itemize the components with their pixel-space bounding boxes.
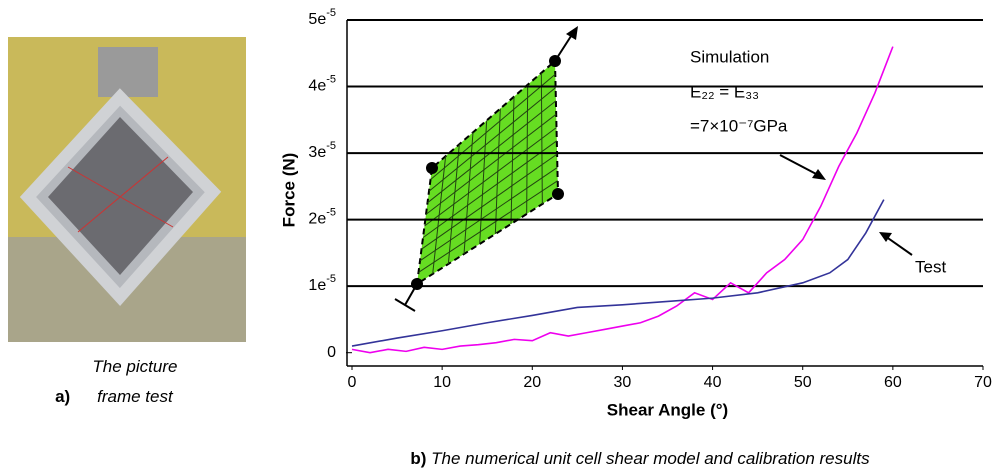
photo-line (77, 156, 169, 233)
cell-line (425, 113, 557, 215)
support (404, 283, 418, 306)
caption-text: The picture frame test (92, 357, 178, 406)
unit-cell (415, 58, 560, 286)
y-tick-label: 0 (327, 344, 336, 361)
caption-label: b) (410, 449, 427, 468)
caption-label: a) (55, 387, 71, 406)
annotation: E₂₂ = E₃₃ (690, 82, 759, 101)
cell-line (422, 140, 558, 239)
x-axis-label: Shear Angle (°) (607, 400, 728, 419)
cell-line (427, 100, 557, 204)
y-tick-label: 4e-5 (308, 73, 336, 94)
photo (8, 37, 246, 342)
support (394, 298, 416, 312)
y-tick-label: 1e-5 (308, 273, 336, 294)
x-tick-label: 70 (974, 374, 992, 391)
caption-b: b) The numerical unit cell shear model a… (300, 444, 980, 474)
x-tick-label: 20 (523, 374, 541, 391)
node (552, 188, 564, 200)
chart: 0 1e-5 2e-5 3e-5 4e-5 5e-5 0 10 20 30 40 50 60 70 Shea… (279, 7, 992, 420)
cell-line (419, 166, 558, 262)
series-line (351, 46, 894, 354)
y-axis-label: Force (N) (279, 153, 298, 228)
unit-cell-grid (418, 72, 558, 275)
arrow-head (812, 169, 826, 180)
x-tick-label: 60 (884, 374, 902, 391)
pointer (779, 154, 821, 177)
x-tick-label: 50 (794, 374, 812, 391)
annotation: Simulation (690, 47, 769, 66)
load-arrow (554, 32, 574, 62)
caption-a: a) The picture frame test (10, 352, 240, 412)
node (426, 162, 438, 174)
cell-line (418, 180, 558, 273)
arrow-head (879, 232, 892, 242)
y-tick-label: 2e-5 (308, 207, 336, 228)
cell-line (430, 73, 556, 180)
cell-line (428, 87, 556, 192)
x-tick-label: 0 (348, 374, 357, 391)
photo-actuator (98, 47, 158, 97)
y-tick-label: 3e-5 (308, 140, 336, 161)
arrow-head (566, 26, 578, 40)
caption-text: The numerical unit cell shear model and … (431, 449, 870, 468)
x-tick-label: 30 (614, 374, 632, 391)
y-tick-label: 5e-5 (308, 7, 336, 28)
x-tick-label: 10 (433, 374, 451, 391)
cell-line (424, 127, 557, 227)
x-tick-label: 40 (704, 374, 722, 391)
cell-line (421, 153, 558, 250)
series-line (351, 199, 885, 347)
annotation: =7×10⁻⁷GPa (690, 116, 788, 135)
annotation: Test (915, 257, 946, 276)
pointer (884, 235, 913, 256)
